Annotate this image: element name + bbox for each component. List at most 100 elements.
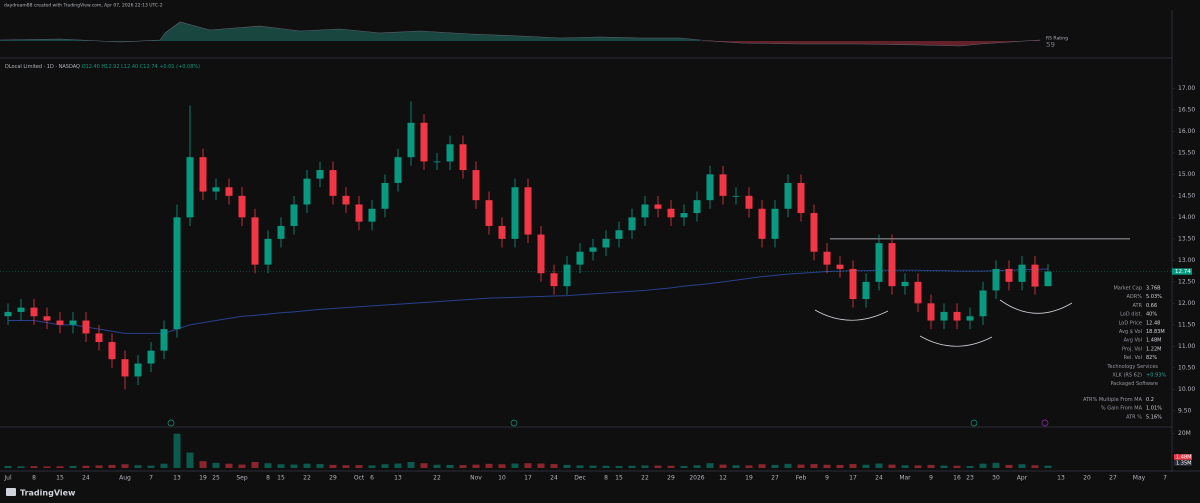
info-text: Technology Services [1106, 364, 1158, 370]
candle-body [914, 281, 922, 304]
info-label: XLK (RS 62) [1112, 373, 1142, 379]
volume-bar [836, 464, 844, 468]
volume-tag: 1.35M [1176, 461, 1191, 467]
x-tick-label: 24 [875, 475, 883, 482]
candle-body [199, 157, 207, 192]
candle-body [212, 187, 220, 192]
candle-body [537, 234, 545, 274]
candle-body [95, 333, 103, 343]
volume-bar [264, 463, 272, 468]
info-value: 40% [1146, 312, 1157, 318]
info-label: Avg $ Vol [1119, 329, 1142, 335]
candle-body [277, 225, 285, 239]
candle-body [82, 320, 90, 334]
candle-body [888, 243, 896, 287]
x-tick-label: 24 [82, 475, 90, 482]
x-tick-label: 8 [604, 475, 608, 482]
volume-bar [342, 465, 350, 468]
volume-bar [82, 465, 90, 468]
x-tick-label: 13 [1057, 475, 1065, 482]
moving-average [8, 268, 1049, 334]
event-icon[interactable] [1041, 419, 1049, 427]
y-tick-label: 9.50 [1178, 407, 1192, 414]
candle-body [238, 195, 246, 218]
candle-body [940, 311, 948, 321]
x-tick-label: Mar [899, 475, 911, 482]
candle-body [849, 268, 857, 300]
info-value: 5.16% [1146, 414, 1162, 420]
x-tick-label: May [1133, 475, 1146, 482]
candle-body [667, 208, 675, 218]
y-tick-label: 16.50 [1178, 106, 1195, 113]
x-tick-label: 22 [303, 475, 311, 482]
volume-bar [147, 465, 155, 468]
candle-body [641, 204, 649, 218]
legend-high: H12.92 [101, 64, 119, 70]
event-icon[interactable] [510, 419, 518, 427]
volume-bar [420, 463, 428, 468]
volume-bar [381, 464, 389, 468]
y-tick-label: 10.50 [1178, 364, 1195, 371]
x-tick-label: 19 [199, 475, 207, 482]
x-tick-label: 9 [929, 475, 933, 482]
legend-low: L12.40 [121, 64, 138, 70]
volume-bar [667, 465, 675, 468]
volume-bar [771, 464, 779, 468]
volume-bar [576, 465, 584, 468]
candle-body [316, 170, 324, 179]
volume-bar [160, 463, 168, 468]
y-tick-label: 16.00 [1178, 128, 1195, 135]
info-label: ATR [1132, 303, 1142, 309]
volume-bar [563, 464, 571, 468]
candle-body [628, 217, 636, 231]
candle-body [810, 213, 818, 252]
info-value: 1.22M [1146, 346, 1161, 352]
x-tick-label: 25 [212, 475, 220, 482]
legend-change: +0.01 (+0.08%) [159, 64, 200, 70]
x-tick-label: Sep [236, 475, 248, 482]
volume-tag-bg [1174, 460, 1192, 466]
volume-bar [602, 465, 610, 468]
logo: TradingView [20, 489, 76, 498]
volume-bar [849, 464, 857, 468]
rs-label: RS Rating [1046, 36, 1068, 42]
event-icon[interactable] [167, 419, 175, 427]
x-tick-label: 29 [329, 475, 337, 482]
volume-bar [43, 466, 51, 468]
volume-bar [875, 463, 883, 468]
info-label: ADR% [1127, 294, 1143, 300]
volume-bar [212, 462, 220, 468]
candle-body [173, 217, 181, 330]
candle-body [680, 213, 688, 218]
candle-body [901, 281, 909, 287]
x-tick-label: 15 [615, 475, 623, 482]
x-tick-label: Jul [3, 475, 12, 482]
x-tick-label: 16 [953, 475, 961, 482]
y-tick-label: 14.00 [1178, 214, 1195, 221]
event-icon[interactable] [970, 419, 978, 427]
candle-body [43, 316, 51, 321]
candle-body [719, 174, 727, 196]
volume-bar [225, 463, 233, 468]
candle-body [30, 307, 38, 317]
x-tick-label: 27 [1109, 475, 1117, 482]
volume-bar [303, 463, 311, 468]
volume-bar [1018, 464, 1026, 468]
candle-body [836, 264, 844, 269]
y-tick-label: 11.50 [1178, 321, 1195, 328]
volume-bar [329, 464, 337, 468]
volume-bar [1044, 465, 1052, 468]
candle-body [589, 247, 597, 252]
info-label: ATR% Multiple From MA [1083, 397, 1143, 403]
x-tick-label: Nov [470, 475, 482, 482]
candle-body [56, 320, 64, 325]
y-tick-label: 13.50 [1178, 235, 1195, 242]
candle-body [342, 195, 350, 205]
volume-bar [472, 464, 480, 468]
info-label: ATR % [1126, 414, 1142, 420]
volume-bar [862, 464, 870, 468]
info-label: Rel. Vol [1124, 355, 1142, 361]
